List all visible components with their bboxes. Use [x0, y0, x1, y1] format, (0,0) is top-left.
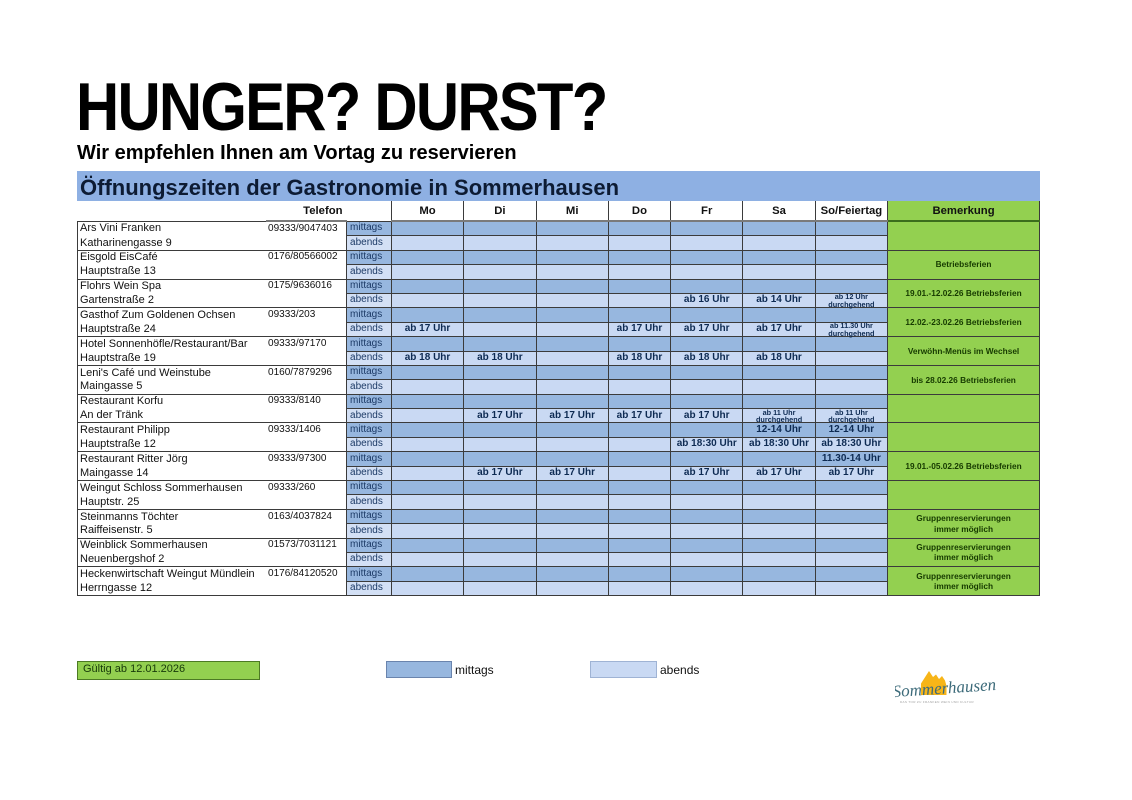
svg-text:Sommerhausen: Sommerhausen: [895, 675, 997, 701]
svg-text:DAS TOR ZU FRANKEN WEIN UND KU: DAS TOR ZU FRANKEN WEIN UND KULTUR: [900, 700, 974, 704]
